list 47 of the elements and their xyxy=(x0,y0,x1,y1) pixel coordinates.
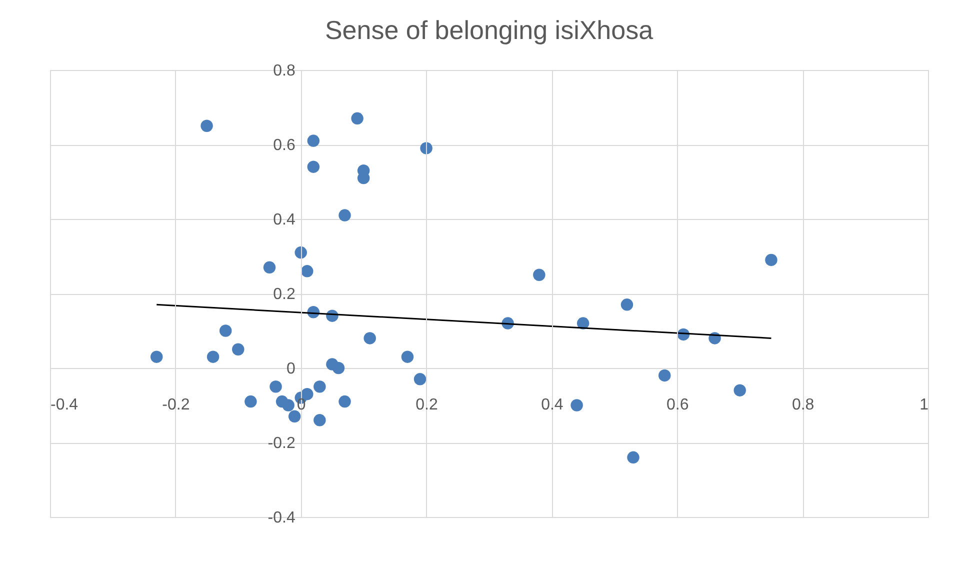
point xyxy=(338,395,351,408)
point xyxy=(270,380,282,393)
point xyxy=(533,268,546,281)
point xyxy=(620,298,634,311)
x-tick-label: -0.2 xyxy=(162,396,190,414)
point xyxy=(232,343,244,356)
point xyxy=(288,410,301,423)
y-tick-label: 0 xyxy=(286,360,296,378)
point xyxy=(364,332,376,344)
x-tick-label: -0.4 xyxy=(50,396,78,414)
point xyxy=(307,160,320,173)
point xyxy=(765,254,778,266)
point xyxy=(414,373,426,386)
point xyxy=(401,350,414,363)
y-tick-label: -0.4 xyxy=(268,510,296,526)
point xyxy=(627,451,640,464)
x-tick-label: 0.8 xyxy=(792,396,814,414)
point xyxy=(206,350,220,363)
point xyxy=(338,209,351,222)
point xyxy=(263,261,276,274)
point xyxy=(734,384,746,396)
x-tick-label: 0.2 xyxy=(416,396,438,414)
y-tick-label: 0.8 xyxy=(273,62,296,80)
y-tick-label: -0.2 xyxy=(268,435,296,452)
point xyxy=(200,120,213,132)
x-tick-label: 1 xyxy=(920,396,929,414)
x-tick-label: 0.4 xyxy=(541,396,564,414)
point xyxy=(576,317,590,330)
point xyxy=(658,369,671,382)
x-tick-label: 0.6 xyxy=(666,396,689,414)
y-tick-label: 0.2 xyxy=(273,286,296,303)
point xyxy=(301,265,314,278)
point xyxy=(282,399,294,412)
point xyxy=(314,380,326,393)
point xyxy=(150,350,163,363)
point xyxy=(314,414,326,426)
point xyxy=(420,142,432,154)
point xyxy=(307,134,320,147)
point xyxy=(570,399,583,412)
point xyxy=(244,395,257,408)
point xyxy=(351,112,364,125)
chart-title: Sense of belonging isiXhosa xyxy=(324,15,654,45)
y-tick-label: 0.6 xyxy=(273,137,296,154)
point xyxy=(332,362,345,374)
point xyxy=(294,246,307,259)
point xyxy=(219,324,232,337)
y-tick-label: 0.4 xyxy=(273,212,296,228)
